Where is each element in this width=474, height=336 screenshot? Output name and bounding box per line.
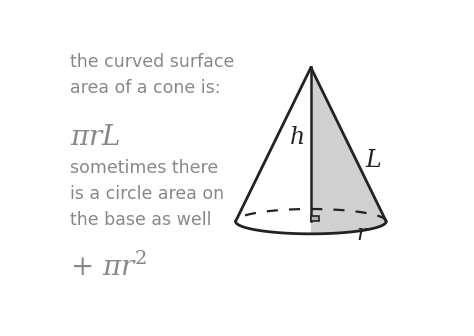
Polygon shape [311, 68, 386, 234]
Text: $h$: $h$ [289, 125, 304, 149]
Text: $r$: $r$ [356, 224, 370, 244]
Text: $+\ \pi r^2$: $+\ \pi r^2$ [70, 252, 147, 282]
Text: sometimes there
is a circle area on
the base as well: sometimes there is a circle area on the … [70, 159, 224, 229]
Text: the curved surface
area of a cone is:: the curved surface area of a cone is: [70, 53, 235, 97]
Text: $L$: $L$ [365, 148, 382, 172]
Polygon shape [311, 216, 319, 221]
Text: $\pi rL$: $\pi rL$ [70, 123, 121, 151]
